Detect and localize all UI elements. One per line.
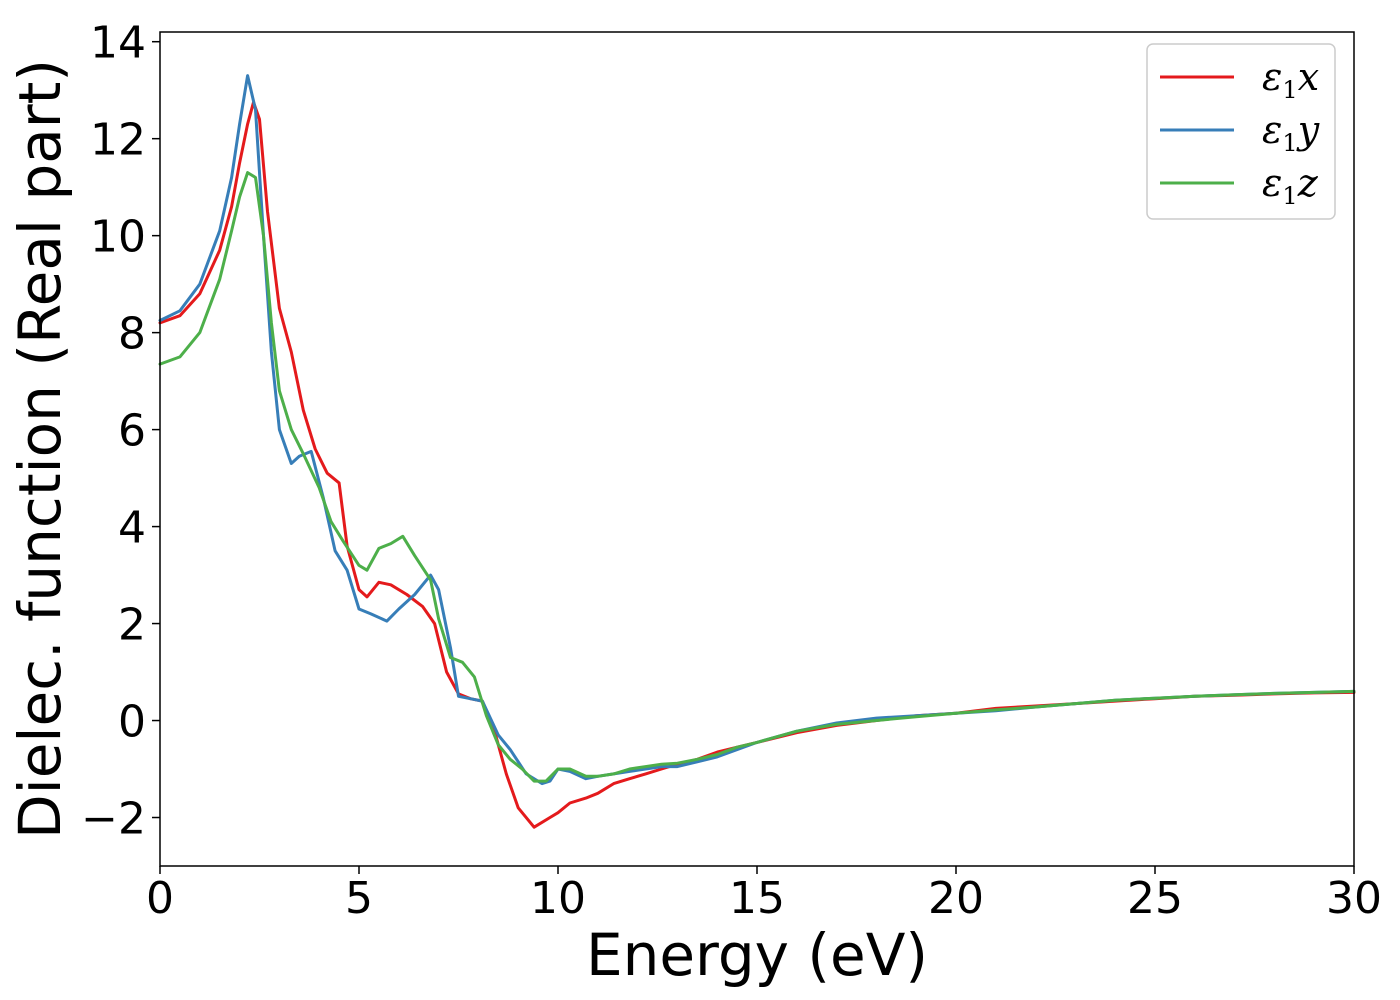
legend-subscript: 1 <box>1282 76 1297 104</box>
x-tick-label: 20 <box>928 873 984 924</box>
series-layer <box>158 74 1356 829</box>
x-tick-label: 10 <box>530 873 586 924</box>
legend-symbol: ε <box>1262 55 1282 99</box>
legend-box <box>1146 43 1336 220</box>
legend-label-x: ε1x <box>1262 55 1319 104</box>
y-tick-label: 8 <box>118 309 146 360</box>
x-tick-label: 0 <box>146 873 174 924</box>
y-tick-label: 0 <box>118 697 146 748</box>
legend-label-z: ε1z <box>1262 161 1319 210</box>
legend-subscript: 1 <box>1282 129 1297 157</box>
legend-symbol: ε <box>1262 108 1282 152</box>
y-tick-label: 12 <box>90 115 146 166</box>
y-tick-label: 10 <box>90 212 146 263</box>
y-axis-label: Dielec. function (Real part) <box>6 59 74 839</box>
y-tick-label: 14 <box>90 18 146 69</box>
legend-component: z <box>1297 161 1319 205</box>
x-axis-label: Energy (eV) <box>586 921 928 989</box>
legend-symbol: ε <box>1262 161 1282 205</box>
y-tick-label: 2 <box>118 600 146 651</box>
x-tick-label: 25 <box>1127 873 1183 924</box>
series-line-z <box>158 171 1356 783</box>
y-tick-label: −2 <box>81 794 146 845</box>
x-tick-label: 15 <box>729 873 785 924</box>
legend-component: y <box>1296 108 1320 152</box>
legend-subscript: 1 <box>1282 182 1297 210</box>
x-tick-label: 30 <box>1326 873 1382 924</box>
legend-label-y: ε1y <box>1262 108 1320 157</box>
legend-component: x <box>1298 55 1319 99</box>
y-tick-label: 6 <box>118 406 146 457</box>
x-tick-label: 5 <box>345 873 373 924</box>
y-tick-label: 4 <box>118 503 146 554</box>
